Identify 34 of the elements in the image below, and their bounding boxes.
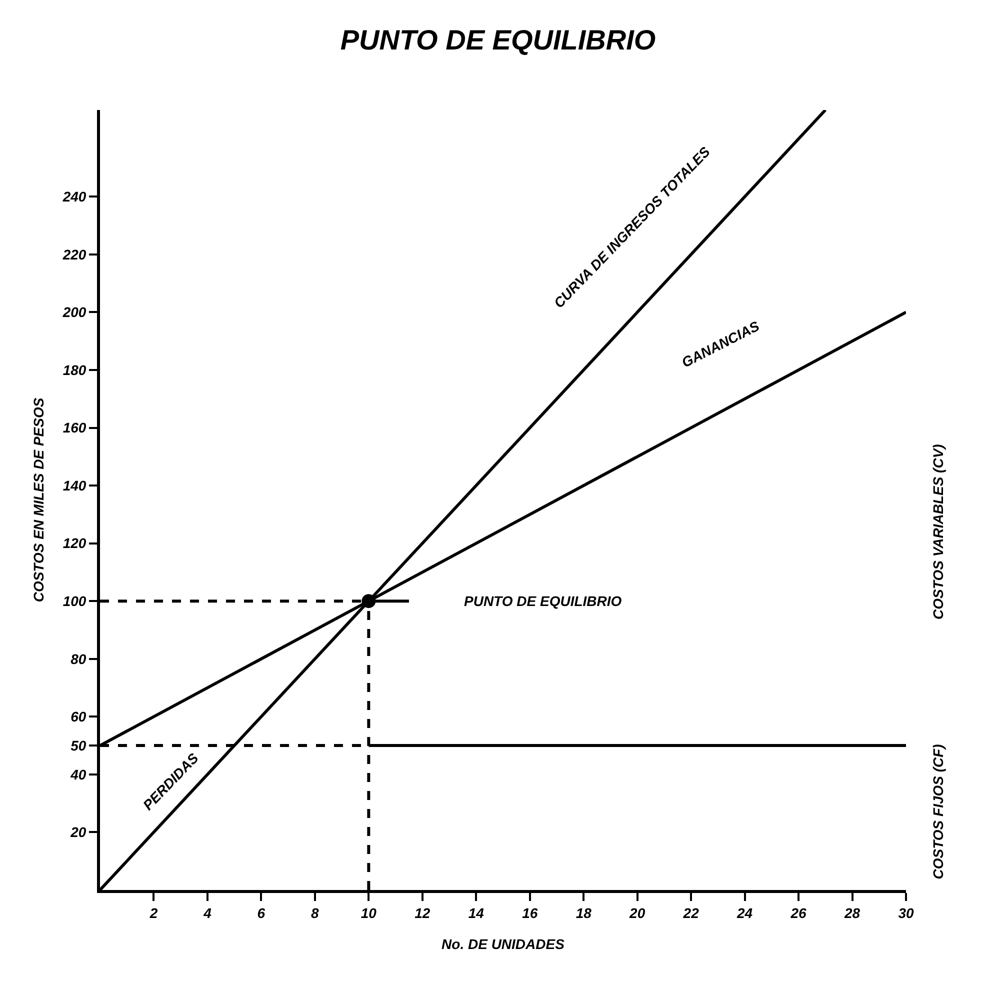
y-tick-label: 180 [62, 362, 86, 378]
x-tick-label: 24 [736, 904, 753, 921]
y-tick-label: 160 [62, 420, 86, 436]
y-tick-label: 40 [70, 766, 86, 782]
x-tick-label: 16 [522, 904, 538, 921]
x-tick-label: 8 [311, 904, 320, 921]
x-tick-label: 26 [790, 904, 807, 921]
y-tick-label: 140 [62, 477, 86, 494]
y-tick-label: 80 [70, 650, 86, 667]
x-tick-label: 30 [898, 904, 914, 921]
x-tick-label: 22 [682, 904, 700, 921]
x-tick-label: 2 [148, 904, 158, 921]
x-tick-label: 20 [628, 904, 646, 921]
x-tick-label: 12 [414, 904, 430, 921]
x-tick-label: 10 [360, 904, 377, 921]
y-axis-title: COSTOS EN MILES DE PESOS [30, 397, 46, 602]
y-tick-label: 220 [62, 246, 86, 262]
y-tick-label: 240 [62, 188, 86, 205]
y-tick-label: 120 [62, 535, 86, 552]
annotation: PUNTO DE EQUILIBRIO [464, 593, 622, 609]
y-tick-label: 60 [70, 708, 86, 725]
y-tick-label: 50 [70, 737, 86, 754]
y-tick-label: 200 [62, 304, 86, 320]
text: COSTOS VARIABLES (CV) [930, 444, 946, 620]
x-tick-label: 28 [843, 904, 860, 921]
x-tick-label: 14 [468, 904, 484, 921]
x-tick-label: 18 [576, 904, 592, 921]
x-tick-label: 6 [257, 904, 266, 921]
y-tick-label: 20 [70, 824, 86, 840]
chart-title: PUNTO DE EQUILIBRIO [340, 24, 656, 56]
text: COSTOS FIJOS (CF) [930, 744, 946, 880]
y-tick-label: 100 [62, 593, 86, 610]
x-axis-title: No. DE UNIDADES [442, 936, 566, 952]
x-tick-label: 4 [202, 904, 212, 921]
